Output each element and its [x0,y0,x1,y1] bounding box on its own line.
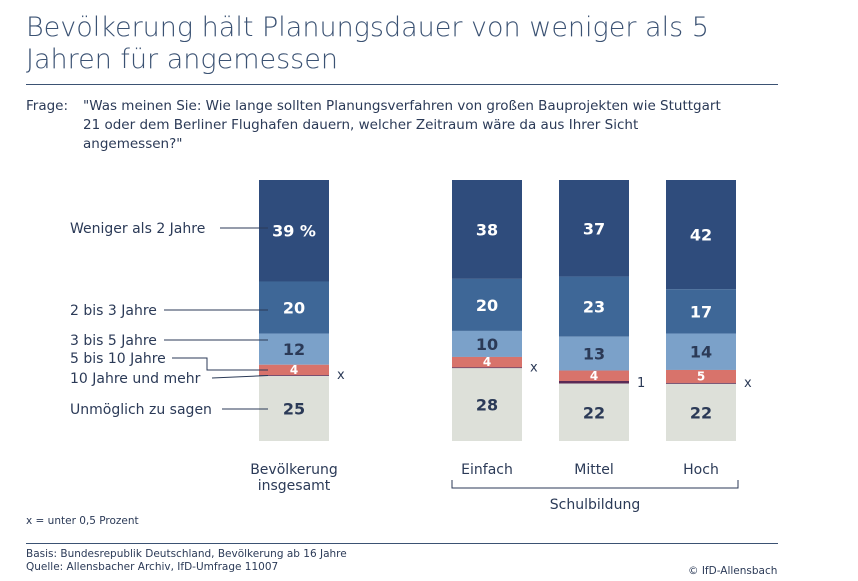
basis: Basis: Bundesrepublik Deutschland, Bevöl… [26,548,347,574]
basis-text: Basis: Bundesrepublik Deutschland, Bevöl… [26,548,347,560]
source-text: Quelle: Allensbacher Archiv, IfD-Umfrage… [26,561,279,573]
group-label: Schulbildung [550,497,640,513]
data-label: 13 [583,345,605,364]
category-label: Bevölkerung [250,462,338,478]
data-label: 22 [690,403,712,422]
data-label: 12 [283,340,305,359]
bar-segment [666,289,736,334]
data-label: 20 [283,299,305,318]
category-label: Mittel [574,462,613,478]
footnote: x = unter 0,5 Prozent [26,515,139,527]
legend-label: Weniger als 2 Jahre [70,221,205,237]
bar-segment [452,278,522,331]
bar-segment [452,367,522,369]
data-label: 25 [283,399,305,418]
bar-segment [452,180,522,279]
copyright: © IfD-Allensbach [688,565,778,577]
bar-segment [452,356,522,368]
bar-segment [559,180,629,277]
legend-label: 2 bis 3 Jahre [70,303,157,319]
data-label: 4 [483,355,491,369]
question-text: "Was meinen Sie: Wie lange sollten Planu… [83,98,721,152]
bar-segment [666,383,736,441]
divider [26,84,778,85]
bar-segment [559,370,629,381]
data-label: 10 [476,335,498,354]
chart-title: Bevölkerung hält Planungsdauer von wenig… [26,12,709,75]
bar-segment [452,330,522,357]
bar-segment [259,180,329,282]
bar-segment [559,383,629,441]
category-label: insgesamt [258,478,331,494]
category-label: Einfach [461,462,513,478]
data-label: 23 [583,298,605,317]
category-label: Hoch [683,462,719,478]
data-label: 14 [690,343,712,362]
data-label: 37 [583,219,605,238]
data-label: 17 [690,302,712,321]
bar-segment [259,333,329,365]
data-label: 39 % [272,222,316,241]
data-label: 1 [637,376,645,391]
divider [26,543,778,544]
bar-segment [452,368,522,441]
legend-label: 5 bis 10 Jahre [70,351,166,367]
question-label: Frage: [26,98,69,114]
data-label: 5 [697,369,705,383]
legend-label: Unmöglich zu sagen [70,402,212,418]
legend-label: 10 Jahre und mehr [70,371,201,387]
bar-segment [666,382,736,384]
data-label: 28 [476,396,498,415]
leader-line [211,375,269,379]
data-label: 38 [476,220,498,239]
data-label: 20 [476,296,498,315]
bar-segment [559,336,629,371]
bar-segment [259,281,329,334]
bar-segment [559,380,629,384]
legend-label: 3 bis 5 Jahre [70,333,157,349]
bar-segment [559,276,629,337]
data-label: 4 [590,369,598,383]
bar-segment [259,364,329,376]
bar-segment [259,375,329,377]
data-label: 42 [690,226,712,245]
data-label: 22 [583,403,605,422]
bar-segment [666,180,736,290]
bar-segment [259,375,329,441]
bar-segment [666,333,736,370]
bar-segment [666,369,736,383]
data-label: 4 [290,363,298,377]
data-label: x [530,360,538,375]
data-label: x [744,376,752,391]
data-label: x [337,368,345,383]
leader-line [172,357,268,371]
group-bracket [451,480,739,489]
